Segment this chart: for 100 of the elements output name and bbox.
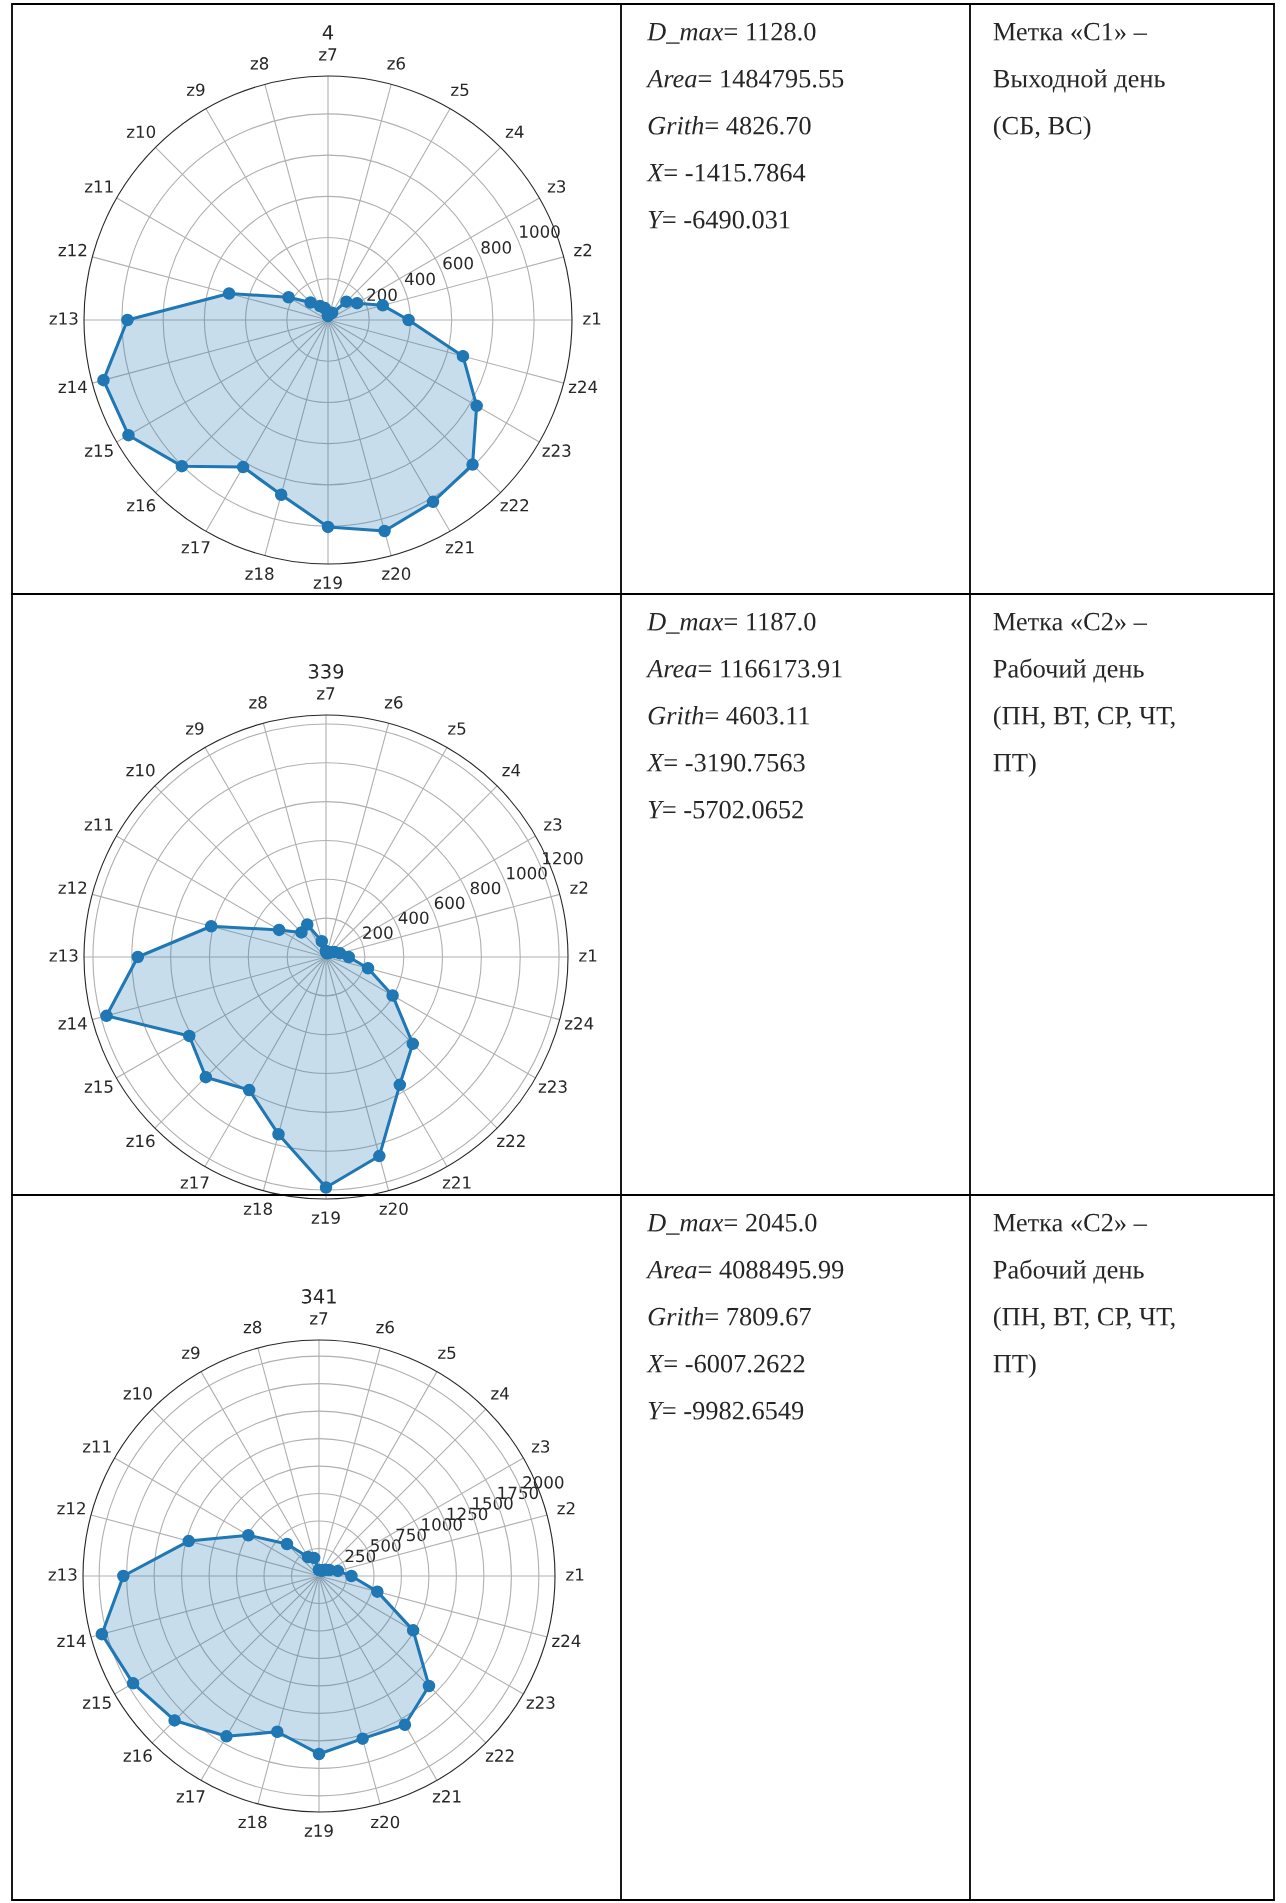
spoke-label: z8 <box>249 696 267 709</box>
spoke-label: z15 <box>82 1696 111 1709</box>
text: Area= 1166173.91 <box>645 659 842 678</box>
spoke-label: z1 <box>579 949 597 962</box>
spoke-label: z6 <box>376 1320 394 1334</box>
text: X= -6007.2622 <box>646 1354 805 1373</box>
spoke-label: z4 <box>505 125 524 138</box>
text: Y= -5702.0652 <box>648 800 803 819</box>
spoke-label: z14 <box>57 1634 86 1647</box>
spoke-label: z24 <box>568 380 598 393</box>
y-tick-label: 200 <box>367 288 397 301</box>
spoke-label: z17 <box>176 1790 205 1803</box>
spoke-label: z1 <box>566 1568 584 1581</box>
spoke-label: z6 <box>384 696 403 709</box>
y-tick-label: 600 <box>443 256 473 270</box>
spoke-label: z24 <box>564 1017 594 1030</box>
y-tick-label: 1000 <box>507 866 547 880</box>
spoke-label: z12 <box>57 1501 85 1515</box>
text: D_max= 2045.0 <box>646 1213 817 1235</box>
spoke-label: z15 <box>84 444 113 457</box>
spoke-label: z21 <box>442 1176 471 1189</box>
spoke-label: z23 <box>526 1696 555 1709</box>
spoke-label: z7 <box>319 48 337 61</box>
text: Рабочий день <box>993 1259 1144 1284</box>
spoke-label: z17 <box>180 1176 209 1189</box>
text: Y= -6490.031 <box>648 210 790 229</box>
y-tick-label: 800 <box>481 241 512 254</box>
chart-title: 339 <box>308 664 344 679</box>
y-tick-label: 400 <box>398 911 429 925</box>
y-tick-label: 600 <box>434 896 465 910</box>
spoke-label: z23 <box>538 1080 567 1093</box>
text: D_max= 1128.0 <box>646 22 816 44</box>
text: ПТ) <box>993 1354 1036 1378</box>
text: Метка «С1» – <box>993 22 1148 41</box>
spoke-label: z20 <box>382 567 411 580</box>
spoke-label: z3 <box>544 818 562 831</box>
spoke-label: z8 <box>250 57 269 70</box>
spoke-label: z20 <box>371 1815 400 1829</box>
chart-title: 341 <box>301 1289 336 1304</box>
spoke-label: z5 <box>448 722 466 735</box>
spoke-label: z10 <box>126 125 156 139</box>
spoke-label: z13 <box>48 1568 77 1581</box>
spoke-label: z21 <box>432 1790 461 1803</box>
spoke-label: z11 <box>82 1440 111 1453</box>
spoke-label: z2 <box>570 881 588 894</box>
spoke-label: z3 <box>547 180 566 193</box>
spoke-label: z11 <box>84 180 113 193</box>
spoke-label: z19 <box>304 1824 333 1837</box>
text: Grith= 4603.11 <box>648 706 810 725</box>
spoke-label: z4 <box>502 764 521 777</box>
spoke-label: z8 <box>243 1320 262 1334</box>
spoke-label: z1 <box>583 312 601 325</box>
text: Метка «С2» – <box>993 612 1148 631</box>
spoke-label: z19 <box>313 576 342 589</box>
text: X= -3190.7563 <box>646 753 805 772</box>
spoke-label: z4 <box>491 1387 509 1400</box>
y-tick-label: 400 <box>404 272 435 286</box>
spoke-label: z13 <box>49 312 78 325</box>
spoke-label: z10 <box>126 763 155 777</box>
spoke-label: z14 <box>58 380 87 393</box>
spoke-label: z11 <box>84 818 113 831</box>
spoke-label: z7 <box>317 687 335 700</box>
text: Метка «С2» – <box>993 1213 1148 1232</box>
text: ПТ) <box>993 753 1036 777</box>
text: X= -1415.7864 <box>646 163 806 182</box>
text: Y= -9982.6549 <box>648 1401 804 1420</box>
spoke-label: z18 <box>238 1815 267 1829</box>
spoke-label: z5 <box>438 1346 456 1360</box>
spoke-label: z18 <box>245 567 274 580</box>
spoke-label: z21 <box>445 540 474 554</box>
spoke-label: z13 <box>49 949 78 962</box>
text: (СБ, ВС) <box>993 116 1091 140</box>
text: Grith= 4826.70 <box>648 116 811 135</box>
spoke-label: z12 <box>58 881 87 894</box>
spoke-label: z5 <box>451 83 469 97</box>
spoke-label: z23 <box>542 444 571 457</box>
text: D_max= 1187.0 <box>646 612 816 634</box>
spoke-label: z9 <box>181 1346 200 1360</box>
spoke-label: z3 <box>531 1440 550 1453</box>
spoke-label: z15 <box>84 1080 113 1093</box>
spoke-label: z16 <box>126 499 156 512</box>
spoke-label: z10 <box>123 1387 152 1400</box>
text: Area= 4088495.99 <box>645 1260 844 1279</box>
spoke-label: z12 <box>58 243 87 257</box>
spoke-label: z22 <box>485 1749 514 1762</box>
spoke-label: z22 <box>497 1134 525 1147</box>
spoke-label: z6 <box>387 57 405 70</box>
spoke-label: z7 <box>310 1312 328 1325</box>
spoke-label: z9 <box>185 722 204 735</box>
spoke-label: z17 <box>181 541 210 554</box>
spoke-label: z22 <box>500 499 529 512</box>
spoke-label: z19 <box>311 1211 340 1224</box>
spoke-label: z16 <box>126 1134 155 1148</box>
text: Area= 1484795.55 <box>645 69 844 88</box>
text: (ПН, ВТ, СР, ЧТ, <box>993 1307 1175 1331</box>
spoke-label: z2 <box>557 1501 575 1515</box>
text: Grith= 7809.67 <box>648 1307 811 1326</box>
y-tick-label: 200 <box>363 926 393 939</box>
spoke-label: z20 <box>379 1202 408 1216</box>
spoke-label: z14 <box>58 1017 87 1030</box>
